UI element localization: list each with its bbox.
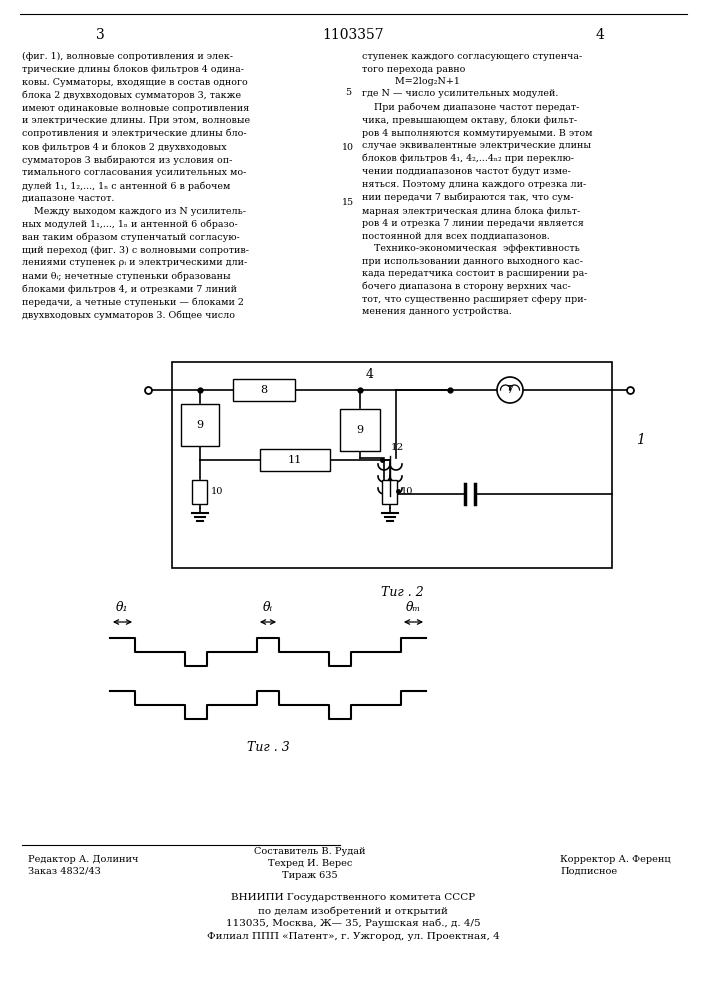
Text: θ₁: θ₁ — [116, 601, 129, 614]
Text: Тираж 635: Тираж 635 — [282, 871, 338, 880]
Text: 9: 9 — [197, 420, 204, 430]
Text: (фиг. 1), волновые сопротивления и элек-
трические длины блоков фильтров 4 одина: (фиг. 1), волновые сопротивления и элек-… — [22, 52, 250, 320]
Text: 10: 10 — [342, 143, 354, 152]
Text: по делам изобретений и открытий: по делам изобретений и открытий — [258, 906, 448, 916]
Text: Составитель В. Рудай: Составитель В. Рудай — [255, 847, 366, 856]
Text: ступенек каждого согласующего ступенча-
того перехода равно
           M=2log₂N+: ступенек каждого согласующего ступенча- … — [362, 52, 592, 316]
Text: 1103357: 1103357 — [322, 28, 384, 42]
Text: Корректор А. Ференц: Корректор А. Ференц — [560, 855, 671, 864]
Text: Редактор А. Долинич: Редактор А. Долинич — [28, 855, 139, 864]
Bar — [172, 362, 612, 568]
Text: 1: 1 — [636, 433, 645, 447]
Text: 4: 4 — [366, 367, 374, 380]
Text: Τиг . 3: Τиг . 3 — [247, 741, 289, 754]
Text: 11: 11 — [288, 455, 302, 465]
Bar — [340, 409, 380, 451]
Bar — [382, 480, 397, 504]
Text: Τиг . 2: Τиг . 2 — [380, 586, 423, 599]
Text: ВНИИПИ Государственного комитета СССР: ВНИИПИ Государственного комитета СССР — [231, 893, 475, 902]
Text: 9: 9 — [356, 425, 363, 435]
Text: 7: 7 — [506, 385, 513, 395]
Text: 4: 4 — [595, 28, 604, 42]
Bar — [181, 404, 219, 446]
Text: 113035, Москва, Ж— 35, Раушская наб., д. 4/5: 113035, Москва, Ж— 35, Раушская наб., д.… — [226, 919, 480, 928]
Text: 10: 10 — [400, 488, 413, 496]
Bar — [233, 379, 295, 401]
Circle shape — [497, 377, 523, 403]
Text: θᵢ: θᵢ — [263, 601, 273, 614]
Text: 5: 5 — [345, 88, 351, 97]
Text: Подписное: Подписное — [560, 867, 617, 876]
Text: Филиал ППП «Патент», г. Ужгород, ул. Проектная, 4: Филиал ППП «Патент», г. Ужгород, ул. Про… — [206, 932, 499, 941]
Text: 3: 3 — [95, 28, 105, 42]
Text: θₘ: θₘ — [406, 601, 421, 614]
Text: Заказ 4832/43: Заказ 4832/43 — [28, 867, 101, 876]
Text: 15: 15 — [342, 198, 354, 207]
Text: 12: 12 — [391, 443, 404, 452]
Text: Техред И. Верес: Техред И. Верес — [268, 859, 352, 868]
Bar — [260, 449, 330, 471]
Text: 8: 8 — [260, 385, 267, 395]
Bar — [192, 480, 207, 504]
Text: 10: 10 — [211, 488, 223, 496]
